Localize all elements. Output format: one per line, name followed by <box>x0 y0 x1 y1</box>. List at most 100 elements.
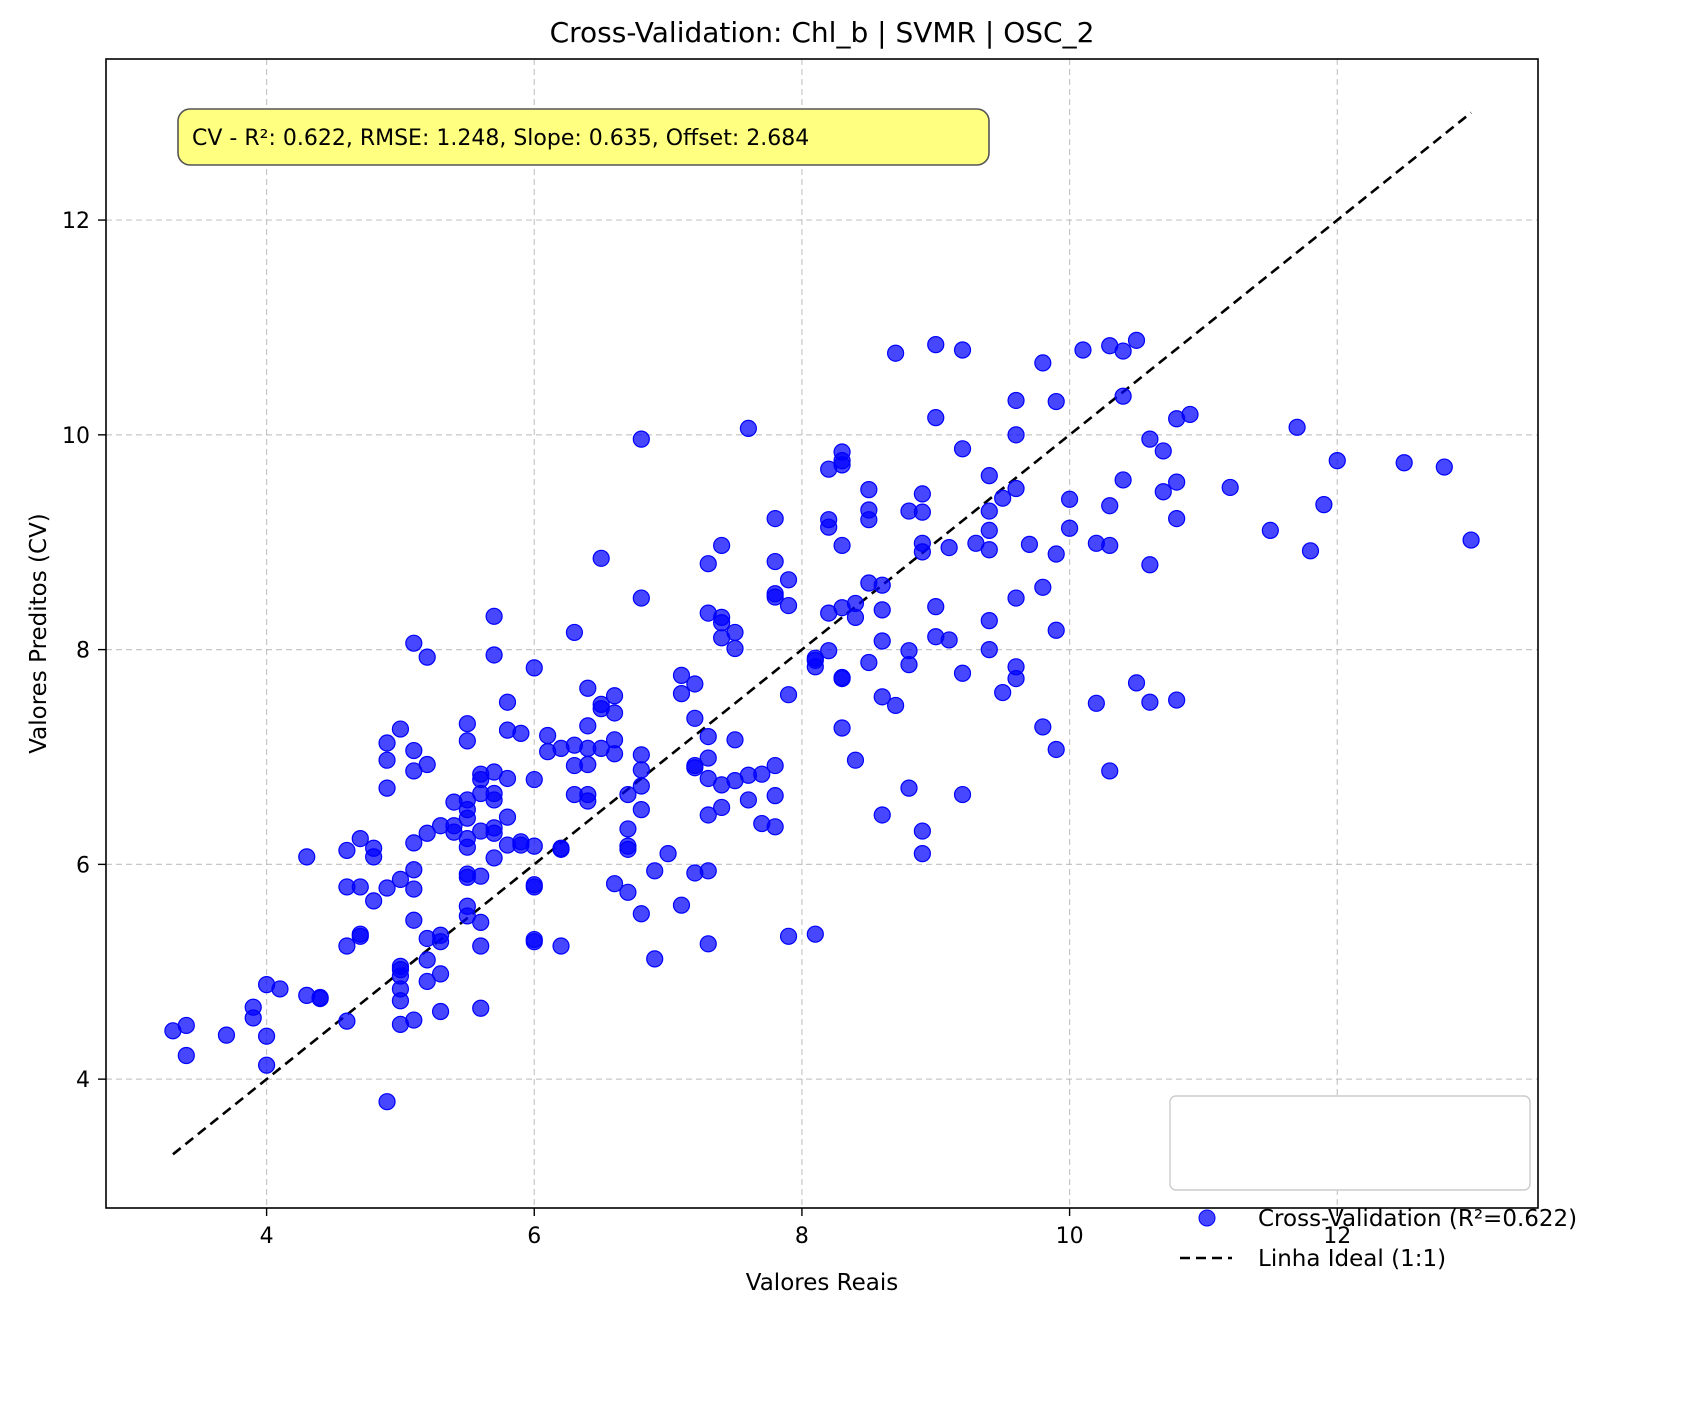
data-point <box>1034 718 1052 736</box>
data-point <box>672 896 691 914</box>
data-point <box>699 935 717 953</box>
data-point <box>458 838 476 856</box>
y-tick-label: 4 <box>76 1068 90 1093</box>
data-point <box>405 1011 423 1029</box>
data-point <box>1168 473 1186 491</box>
data-point <box>766 756 784 775</box>
data-point <box>1074 341 1092 359</box>
data-point <box>1435 458 1453 476</box>
data-point <box>739 419 757 437</box>
data-point <box>1168 691 1186 709</box>
data-point <box>391 870 410 889</box>
data-point <box>1101 762 1119 780</box>
data-point <box>632 905 650 923</box>
data-point <box>953 341 972 359</box>
data-point <box>418 951 436 969</box>
data-point <box>512 724 530 742</box>
data-point <box>298 848 316 866</box>
data-point <box>699 727 717 746</box>
data-point <box>927 598 945 616</box>
data-point <box>257 1056 276 1074</box>
data-point <box>405 634 423 652</box>
data-point <box>753 765 771 783</box>
data-point <box>1101 497 1119 515</box>
data-point <box>619 785 637 804</box>
data-point <box>1087 694 1105 712</box>
data-point <box>405 911 423 929</box>
data-point <box>338 937 356 955</box>
data-point <box>699 862 717 880</box>
data-point <box>632 777 650 795</box>
data-point <box>699 806 717 824</box>
data-point <box>271 980 289 998</box>
data-point <box>605 745 624 763</box>
data-point <box>940 631 958 649</box>
data-point <box>632 589 650 607</box>
data-point <box>820 642 838 660</box>
data-point <box>726 639 744 658</box>
data-point <box>391 992 410 1010</box>
data-point <box>472 867 490 885</box>
data-point <box>686 709 704 727</box>
data-point <box>900 779 918 797</box>
data-point <box>1181 405 1199 424</box>
data-point <box>311 990 329 1008</box>
data-point <box>378 879 396 897</box>
data-point <box>619 883 637 901</box>
data-point <box>860 653 878 672</box>
data-point <box>980 641 998 659</box>
data-point <box>860 481 878 499</box>
y-axis-label: Valores Preditos (CV) <box>26 513 52 754</box>
data-point <box>846 608 865 626</box>
data-point <box>605 704 624 722</box>
data-point <box>953 440 972 458</box>
data-point <box>1114 342 1132 360</box>
data-point <box>1168 509 1186 528</box>
data-point <box>994 683 1012 702</box>
y-tick-label: 8 <box>76 639 90 664</box>
data-points <box>164 331 1480 1111</box>
data-point <box>846 751 865 769</box>
x-axis-label: Valores Reais <box>746 1270 898 1296</box>
data-point <box>726 623 744 642</box>
data-point <box>338 1012 356 1030</box>
data-point <box>472 999 490 1017</box>
axis-ticks: 4 6 8 10 12 4 6 8 10 12 <box>62 209 1351 1249</box>
data-point <box>365 892 383 910</box>
data-point <box>873 601 891 619</box>
data-point <box>217 1026 236 1044</box>
data-point <box>632 801 650 819</box>
data-point <box>672 685 691 703</box>
data-point <box>1060 490 1079 508</box>
data-point <box>980 541 998 559</box>
data-point <box>686 759 704 777</box>
data-point <box>351 878 369 896</box>
data-point <box>913 543 931 561</box>
data-point <box>431 933 450 951</box>
data-point <box>927 336 945 354</box>
legend: Cross-Validation (R²=0.622) Linha Ideal … <box>1169 1095 1577 1272</box>
data-point <box>1007 589 1025 607</box>
data-point <box>257 1027 276 1045</box>
data-point <box>713 798 731 817</box>
data-point <box>525 770 543 789</box>
data-point <box>177 1016 195 1035</box>
data-point <box>418 824 436 842</box>
data-point <box>525 837 543 855</box>
data-point <box>873 632 891 650</box>
data-point <box>632 761 650 779</box>
data-point <box>1114 471 1132 489</box>
data-point <box>1154 442 1172 460</box>
data-point <box>177 1046 195 1065</box>
data-point <box>418 648 436 666</box>
data-point <box>820 518 838 536</box>
data-point <box>713 536 731 555</box>
data-point <box>1141 430 1159 448</box>
data-point <box>472 913 490 931</box>
x-tick-label: 8 <box>795 1224 809 1249</box>
data-point <box>1047 545 1065 563</box>
data-point <box>405 880 423 898</box>
data-point <box>1315 496 1333 514</box>
data-point <box>913 485 931 503</box>
